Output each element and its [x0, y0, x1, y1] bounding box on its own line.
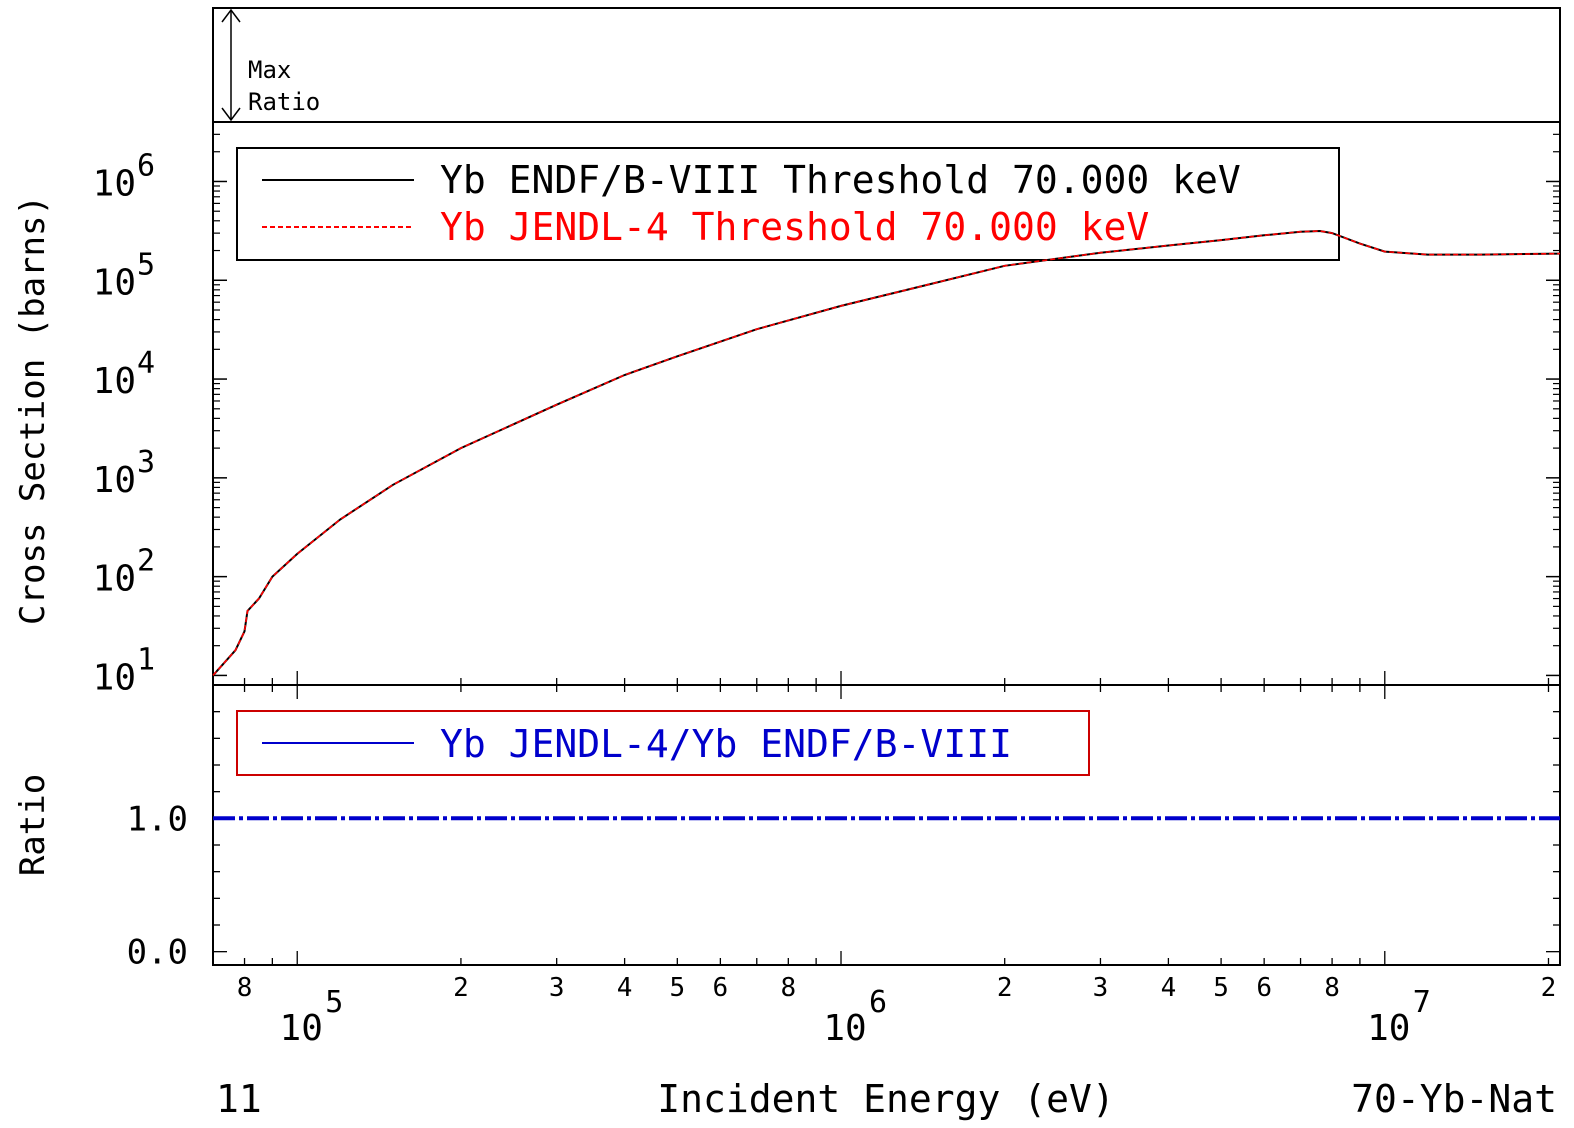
legend-label-jendl: Yb JENDL-4 Threshold 70.000 keV	[440, 205, 1149, 249]
xs-ytick-exponent: 5	[137, 247, 155, 282]
x-minor-label: 8	[237, 973, 253, 1003]
x-axis-label: Incident Energy (eV)	[657, 1077, 1115, 1121]
ratio-ylabel: Ratio	[13, 774, 53, 876]
cross-section-series	[212, 229, 1561, 677]
xs-ytick-exponent: 3	[137, 445, 155, 480]
x-minor-label: 2	[453, 973, 469, 1003]
x-minor-label: 5	[1213, 973, 1229, 1003]
legend-label-endf: Yb ENDF/B-VIII Threshold 70.000 keV	[440, 158, 1241, 202]
x-minor-label: 2	[1541, 973, 1557, 1003]
legend-box	[236, 147, 1340, 261]
xs-ytick-exponent: 1	[137, 642, 155, 677]
ratio-panel	[212, 684, 1561, 966]
x-minor-label: 2	[997, 973, 1013, 1003]
xs-ytick-exponent: 2	[137, 544, 155, 579]
ratio-ytick-label: 1.0	[127, 799, 188, 839]
max-ratio-arrow	[221, 8, 241, 122]
x-minor-label: 6	[713, 973, 729, 1003]
x-decade-base: 10	[823, 1008, 866, 1049]
xs-ytick-base: 10	[93, 657, 136, 698]
x-minor-label: 3	[549, 973, 565, 1003]
xs-ytick-base: 10	[93, 559, 136, 600]
max-ratio-label-line1: Max	[248, 56, 291, 84]
legend-label-ratio: Yb JENDL-4/Yb ENDF/B-VIII	[440, 722, 1012, 766]
x-minor-label: 4	[1161, 973, 1177, 1003]
max-ratio-panel	[212, 7, 1561, 123]
x-minor-label: 8	[780, 973, 796, 1003]
x-decade-base: 10	[280, 1008, 323, 1049]
series-line-jendl	[212, 230, 1561, 676]
footer-left: 11	[216, 1077, 262, 1121]
xs-ytick-exponent: 4	[137, 346, 155, 381]
xs-ytick-base: 10	[93, 262, 136, 303]
ratio-ytick-label: 0.0	[127, 933, 188, 973]
x-decade-base: 10	[1367, 1008, 1410, 1049]
xs-ytick-base: 10	[93, 163, 136, 204]
x-decade-exponent: 7	[1413, 985, 1431, 1020]
x-minor-label: 3	[1093, 973, 1109, 1003]
cross-section-ylabel: Cross Section (barns)	[13, 195, 53, 625]
x-minor-label: 4	[617, 973, 633, 1003]
x-minor-label: 5	[669, 973, 685, 1003]
xs-ytick-base: 10	[93, 361, 136, 402]
series-line-endf	[212, 229, 1561, 677]
x-minor-label: 6	[1256, 973, 1272, 1003]
ratio-y-ticks: 0.0 1.0	[127, 711, 1560, 973]
x-decade-exponent: 6	[869, 985, 887, 1020]
cross-section-legend: Yb ENDF/B-VIII Threshold 70.000 keV Yb J…	[236, 147, 1340, 261]
xs-ytick-base: 10	[93, 460, 136, 501]
x-minor-label: 8	[1324, 973, 1340, 1003]
ratio-legend: Yb JENDL-4/Yb ENDF/B-VIII	[236, 710, 1090, 776]
xs-ytick-exponent: 6	[137, 148, 155, 183]
footer-right: 70-Yb-Nat	[1351, 1077, 1557, 1121]
max-ratio-label-line2: Ratio	[248, 88, 320, 116]
x-decade-exponent: 5	[325, 985, 343, 1020]
